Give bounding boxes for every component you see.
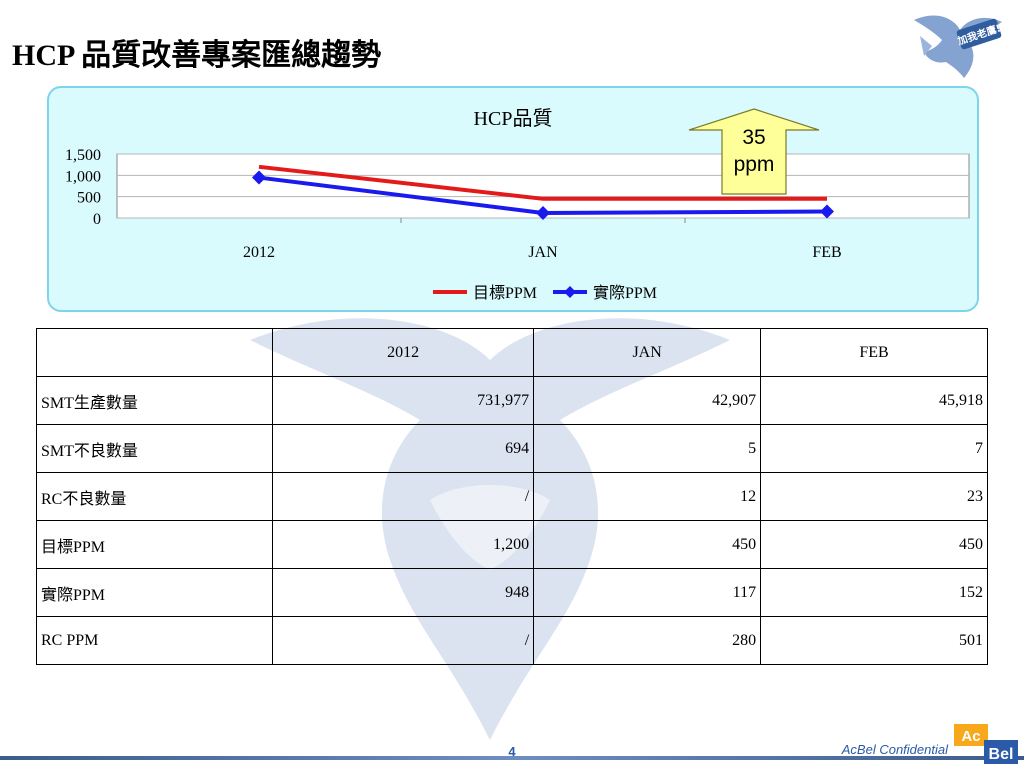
table-header-cell: 2012 xyxy=(271,328,535,377)
data-point xyxy=(536,206,550,221)
data-table: 2012 JAN FEB SMT生產數量 731,977 42,907 45,9… xyxy=(36,328,988,665)
table-header-cell: FEB xyxy=(760,328,988,377)
up-arrow-icon xyxy=(688,108,820,195)
table-row-label: 目標PPM xyxy=(36,520,273,569)
confidential-label: AcBel Confidential xyxy=(841,742,948,757)
eagle-logo-icon: 加我老鷹! xyxy=(914,15,1002,78)
legend-label: 目標PPM xyxy=(473,284,537,302)
table-row-label: 實際PPM xyxy=(36,568,273,617)
table-cell: 731,977 xyxy=(271,376,535,425)
table-row: SMT不良數量 694 5 7 xyxy=(36,424,988,473)
callout-label: 35 ppm xyxy=(718,124,790,178)
y-tick-label: 0 xyxy=(93,211,101,228)
table-row-label: RC不良數量 xyxy=(36,472,273,521)
footer-divider xyxy=(0,756,1024,760)
table-row: 實際PPM 948 117 152 xyxy=(36,568,988,617)
x-tick-label: 2012 xyxy=(243,244,275,261)
table-cell: 501 xyxy=(760,616,988,665)
table-cell: 5 xyxy=(533,424,762,473)
chart-panel: HCP品質 0 500 1,000 1,500 2012 JAN FEB 目標PPM 實際PPM xyxy=(47,86,979,312)
page-number: 4 xyxy=(508,744,516,759)
table-cell: 1,200 xyxy=(271,520,535,569)
table-cell: 42,907 xyxy=(533,376,762,425)
table-header-row: 2012 JAN FEB xyxy=(36,328,988,377)
callout-value: 35 xyxy=(742,126,766,149)
table-row: RC PPM / 280 501 xyxy=(36,616,988,665)
table-cell: 694 xyxy=(271,424,535,473)
x-tick-label: FEB xyxy=(812,244,841,261)
y-tick-label: 1,000 xyxy=(65,168,101,185)
series-line xyxy=(258,164,827,201)
table-cell: / xyxy=(271,616,535,665)
table-header-cell: JAN xyxy=(533,328,762,377)
y-tick-label: 500 xyxy=(77,190,101,207)
legend-label: 實際PPM xyxy=(593,283,657,302)
table-cell: 450 xyxy=(533,520,762,569)
table-row: SMT生產數量 731,977 42,907 45,918 xyxy=(36,376,988,425)
table-row-label: SMT生產數量 xyxy=(36,376,273,425)
x-tick-label: JAN xyxy=(528,244,558,261)
table-row: RC不良數量 / 12 23 xyxy=(36,472,988,521)
table-row: 目標PPM 1,200 450 450 xyxy=(36,520,988,569)
table-cell: 450 xyxy=(760,520,988,569)
acbel-logo-bel: Bel xyxy=(989,746,1014,763)
callout-unit: ppm xyxy=(733,153,775,176)
table-cell: / xyxy=(271,472,535,521)
table-cell: 152 xyxy=(760,568,988,617)
table-cell: 23 xyxy=(760,472,988,521)
acbel-logo-ac: Ac xyxy=(961,728,980,745)
table-row-label: SMT不良數量 xyxy=(36,424,273,473)
table-cell: 117 xyxy=(533,568,762,617)
data-point xyxy=(252,170,266,185)
table-cell: 7 xyxy=(760,424,988,473)
table-cell: 280 xyxy=(533,616,762,665)
table-cell: 948 xyxy=(271,568,535,617)
chart-title: HCP品質 xyxy=(473,108,553,130)
y-tick-label: 1,500 xyxy=(65,147,101,164)
table-cell: 12 xyxy=(533,472,762,521)
slide-title: HCP 品質改善專案匯總趨勢 xyxy=(12,39,382,72)
table-header-cell xyxy=(36,328,273,377)
table-cell: 45,918 xyxy=(760,376,988,425)
acbel-logo-icon: Ac Bel xyxy=(954,724,1018,764)
line-chart: 0 500 1,000 1,500 2012 JAN FEB 目標PPM 實際PPM xyxy=(65,147,970,302)
legend-marker xyxy=(564,286,576,298)
data-point xyxy=(820,204,834,219)
table-row-label: RC PPM xyxy=(36,616,273,665)
